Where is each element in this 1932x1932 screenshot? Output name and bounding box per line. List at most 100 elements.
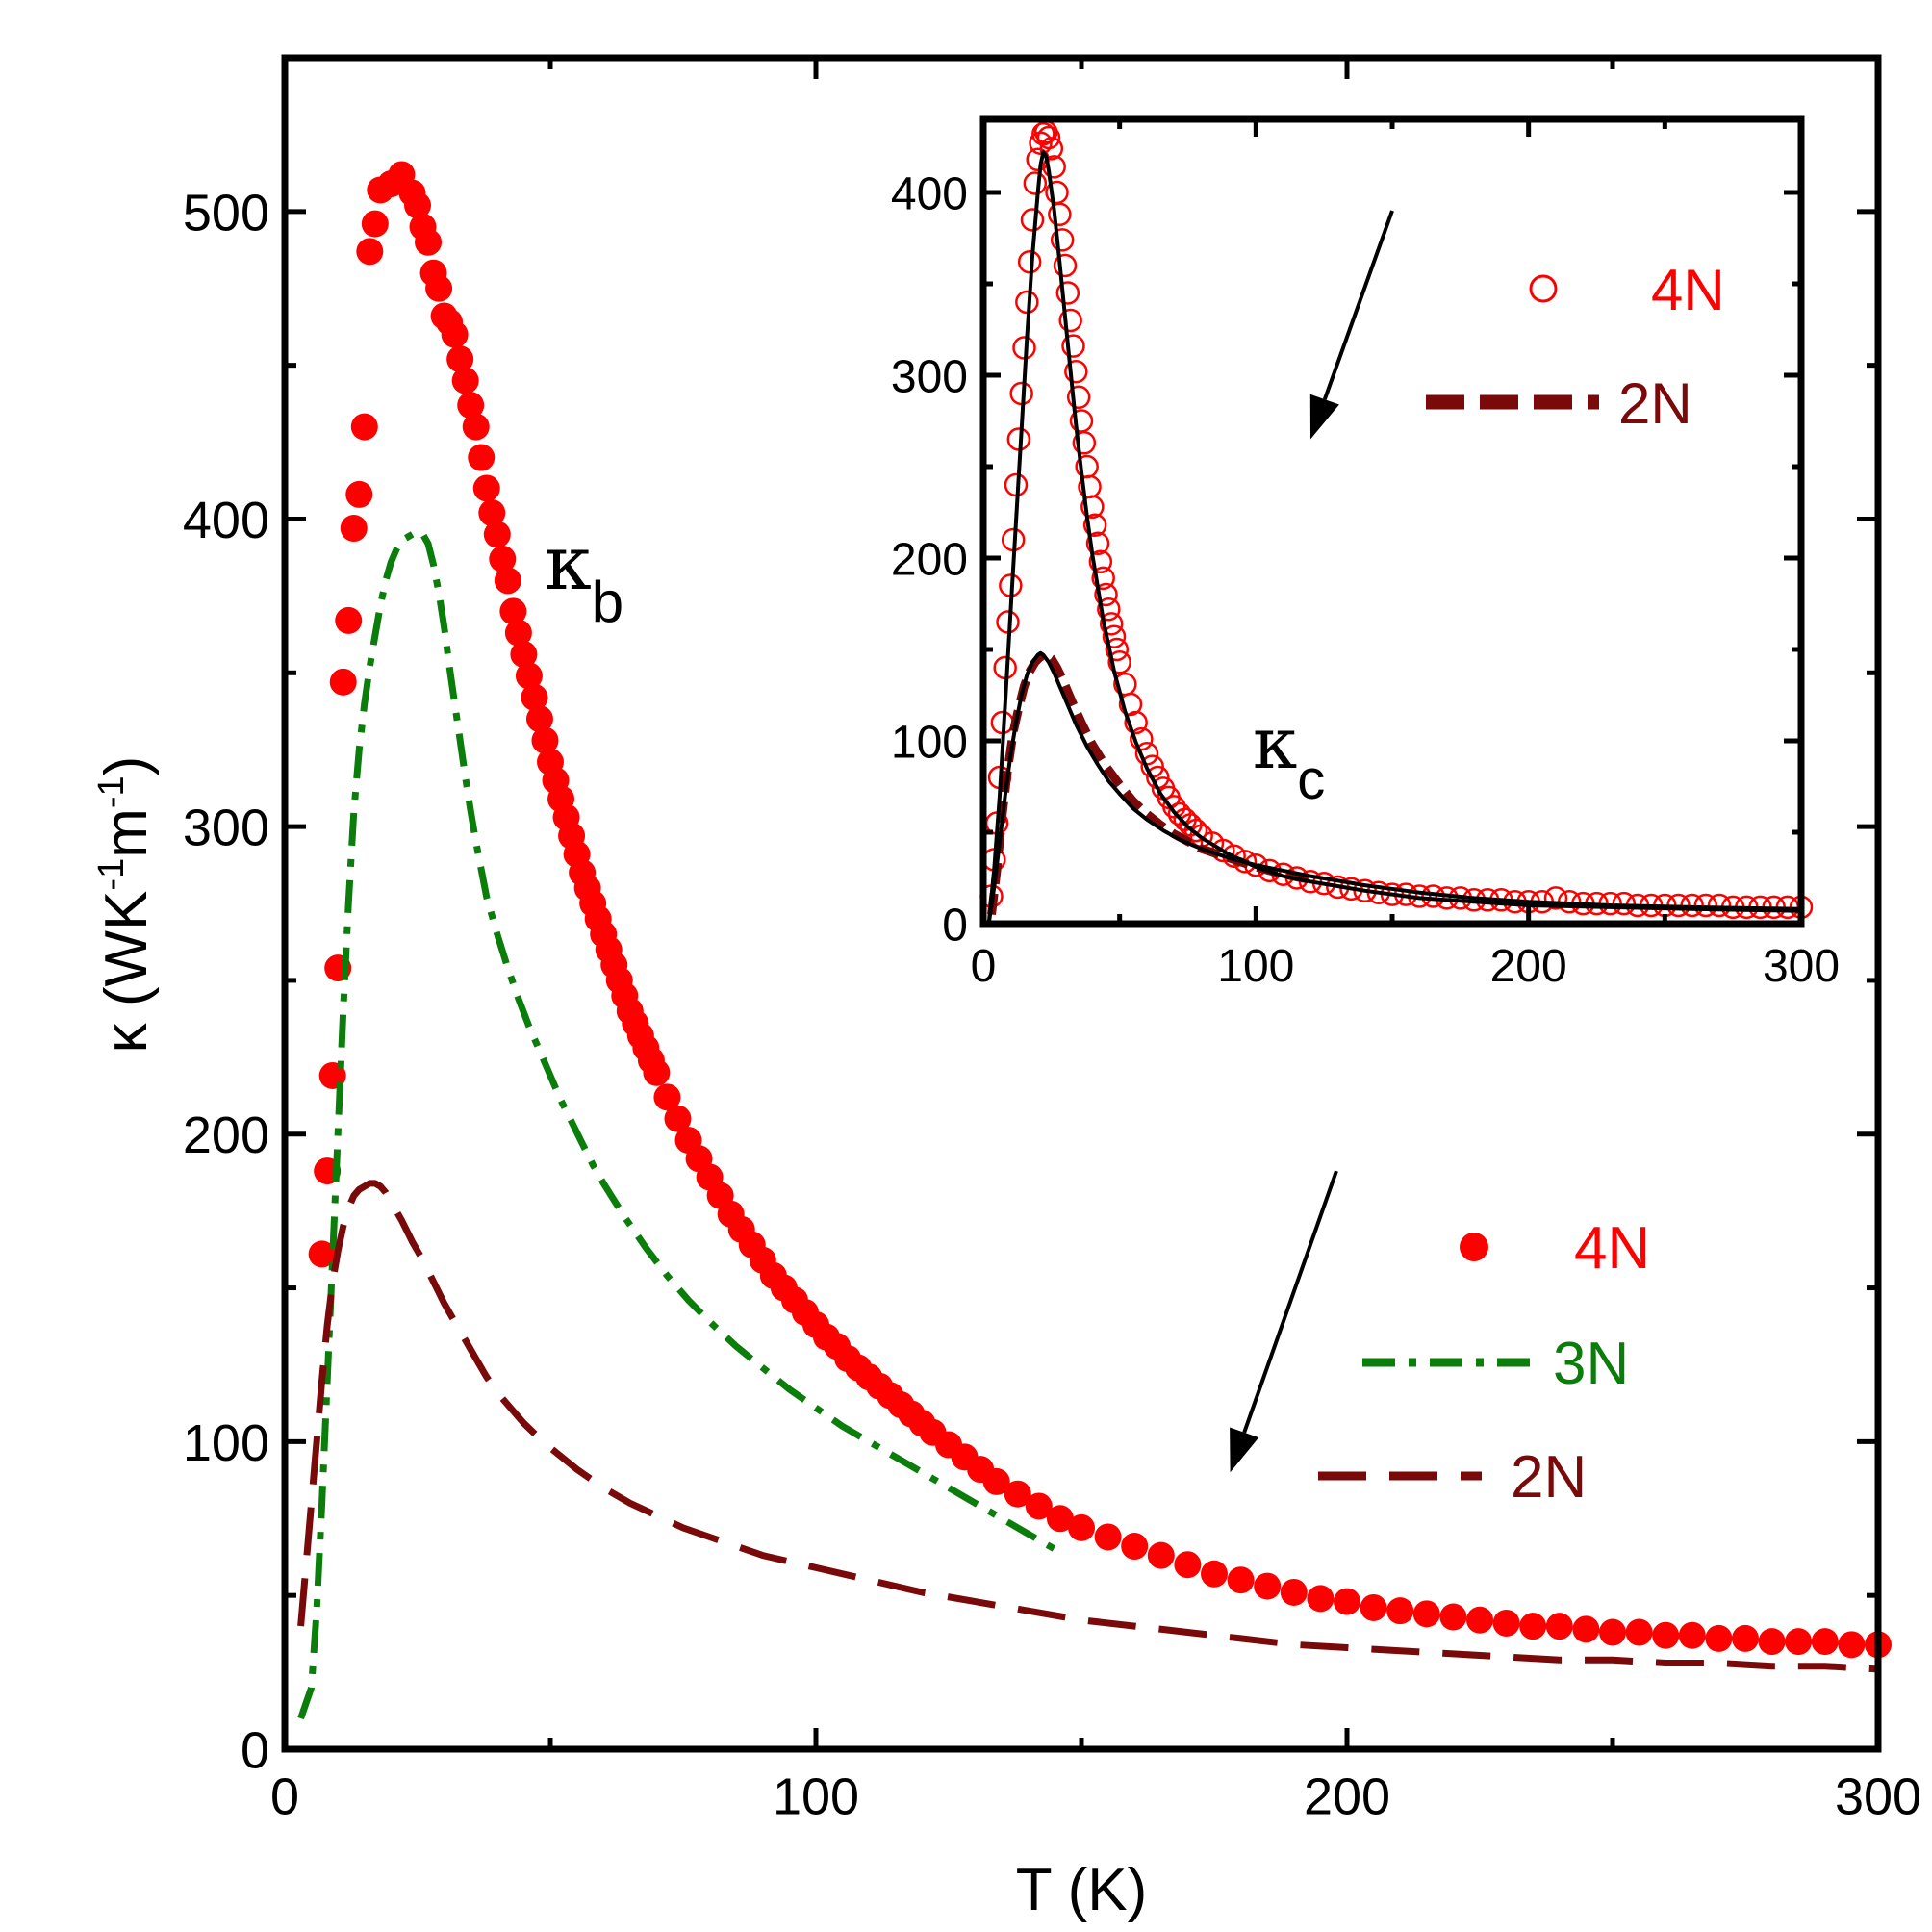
- inset-y-tick-label: 300: [891, 351, 968, 402]
- main-series-4n-point: [1811, 1628, 1839, 1656]
- main-series-4n-point: [462, 413, 490, 441]
- y-label-base: κ (WK: [93, 891, 160, 1054]
- main-series-4n-point: [308, 1240, 336, 1268]
- main-series-4n-point: [1280, 1578, 1308, 1606]
- inset-series-group: [979, 120, 1814, 925]
- kappa-c-symbol: κ: [1253, 702, 1297, 785]
- main-series-4n-point: [361, 210, 389, 238]
- y-label-sup1: -1: [91, 858, 132, 891]
- kappa-c-annotation: κc: [1253, 702, 1325, 811]
- inset-ticks: 0 100 200 300 0 100 200 300 400: [891, 119, 1840, 992]
- main-series-4n-point: [1519, 1613, 1547, 1640]
- main-series-4n-point: [1732, 1624, 1759, 1652]
- main-series-4n-point: [1360, 1593, 1387, 1621]
- main-series-4n-point: [1068, 1513, 1095, 1541]
- main-series-4n-point: [1599, 1618, 1626, 1646]
- inset-y-tick-label: 0: [942, 900, 968, 951]
- inset-legend: 4N 2N: [1426, 258, 1725, 436]
- main-series-4n: [308, 161, 1892, 1659]
- main-series-4n-point: [1121, 1533, 1149, 1561]
- inset-y-tick-label: 400: [891, 168, 968, 219]
- main-series-4n-point: [446, 345, 474, 373]
- main-arrow-shaft: [1242, 1170, 1338, 1434]
- main-y-tick-label: 500: [183, 184, 269, 242]
- main-series-4n-point: [404, 191, 431, 219]
- inset-series-4n-point: [1058, 308, 1082, 333]
- inset-series-4n-point: [1061, 334, 1085, 358]
- main-arrow-head: [1230, 1427, 1259, 1473]
- main-series-4n-point: [345, 480, 373, 508]
- main-series-4n-point: [504, 619, 532, 647]
- main-series-4n-point: [478, 499, 506, 527]
- main-series-4n-point: [441, 320, 469, 348]
- main-series-4n-point: [1174, 1551, 1202, 1579]
- y-label-end: ): [93, 756, 160, 776]
- main-series-4n-point: [1094, 1523, 1122, 1551]
- main-y-tick-label: 0: [241, 1721, 269, 1779]
- inset-series-4n-point: [1082, 513, 1107, 538]
- inset-series-4n-point: [1050, 228, 1075, 252]
- main-series-4n-point: [468, 444, 496, 471]
- main-series-4n-point: [457, 392, 485, 419]
- main-x-tick-label: 300: [1835, 1768, 1921, 1826]
- main-series-4n-point: [494, 567, 521, 595]
- main-series-4n-point: [664, 1105, 692, 1132]
- main-series-4n-point: [1254, 1572, 1282, 1600]
- main-series-4n-point: [489, 546, 517, 573]
- main-series-4n-point: [1705, 1624, 1733, 1652]
- inset-series-fit-2-line: [986, 150, 1802, 925]
- main-series-4n-point: [329, 668, 357, 696]
- main-x-tick-label: 200: [1304, 1768, 1390, 1826]
- main-series-4n-point: [335, 606, 363, 634]
- main-series-4n-point: [356, 238, 384, 266]
- inset-series-4n-point: [1048, 202, 1072, 227]
- legend-3n-label: 3N: [1553, 1331, 1629, 1397]
- inset-x-tick-label: 200: [1490, 941, 1567, 992]
- inset-x-tick-label: 100: [1217, 941, 1294, 992]
- main-series-4n-point: [521, 683, 548, 711]
- main-series-4n-point: [1572, 1615, 1600, 1643]
- main-arrow: [1230, 1170, 1338, 1473]
- inset-series-4n-point: [1707, 893, 1732, 918]
- main-series-4n-point: [1386, 1597, 1414, 1625]
- main-y-tick-label: 200: [183, 1106, 269, 1164]
- inset-series-4n-point: [1039, 137, 1064, 161]
- main-series-4n-point: [510, 641, 538, 669]
- main-series-3n-line: [297, 527, 1067, 1720]
- main-series-4n-point: [1466, 1606, 1493, 1634]
- main-y-tick-label: 400: [183, 492, 269, 549]
- inset-series-4n-point: [1042, 155, 1066, 179]
- inset-series-4n-point: [1107, 650, 1131, 674]
- main-series-4n-point: [1492, 1609, 1520, 1637]
- main-series-4n-point: [340, 515, 368, 543]
- main-series-4n-point: [1758, 1628, 1786, 1656]
- inset-series-4n-point: [1080, 495, 1105, 520]
- main-y-tick-label: 100: [183, 1414, 269, 1472]
- main-series-4n-point: [1439, 1603, 1467, 1631]
- main-series-4n-point: [415, 228, 443, 256]
- inset-legend-4n-label: 4N: [1651, 258, 1725, 322]
- main-x-axis-label: T (K): [1016, 1857, 1148, 1923]
- inset-x-tick-label: 300: [1763, 941, 1840, 992]
- main-series-4n-point: [451, 367, 479, 394]
- main-series-4n-point: [472, 474, 500, 502]
- main-series-4n-point: [350, 413, 378, 441]
- inset-series-4n-point: [1183, 818, 1208, 843]
- legend-2n-label: 2N: [1511, 1444, 1587, 1511]
- legend-4n-marker: [1460, 1233, 1488, 1261]
- main-series-4n-point: [1004, 1480, 1031, 1508]
- inset-series-4n-point: [1064, 359, 1088, 384]
- inset-series-4n-point: [1543, 886, 1568, 910]
- y-label-sup2: -1: [91, 775, 132, 808]
- inset-series-4n-point: [1091, 566, 1115, 591]
- kappa-c-subscript: c: [1297, 749, 1325, 811]
- main-series-group: [297, 161, 1892, 1720]
- inset-y-tick-label: 200: [891, 534, 968, 585]
- inset-y-tick-label: 100: [891, 717, 968, 768]
- inset-series-4n-point: [1023, 171, 1048, 195]
- main-series-4n-point: [531, 726, 559, 754]
- main-ticks: 0 100 200 300 0 100 200 300 400 500: [183, 55, 1921, 1826]
- inset-series-4n-point: [1099, 612, 1124, 636]
